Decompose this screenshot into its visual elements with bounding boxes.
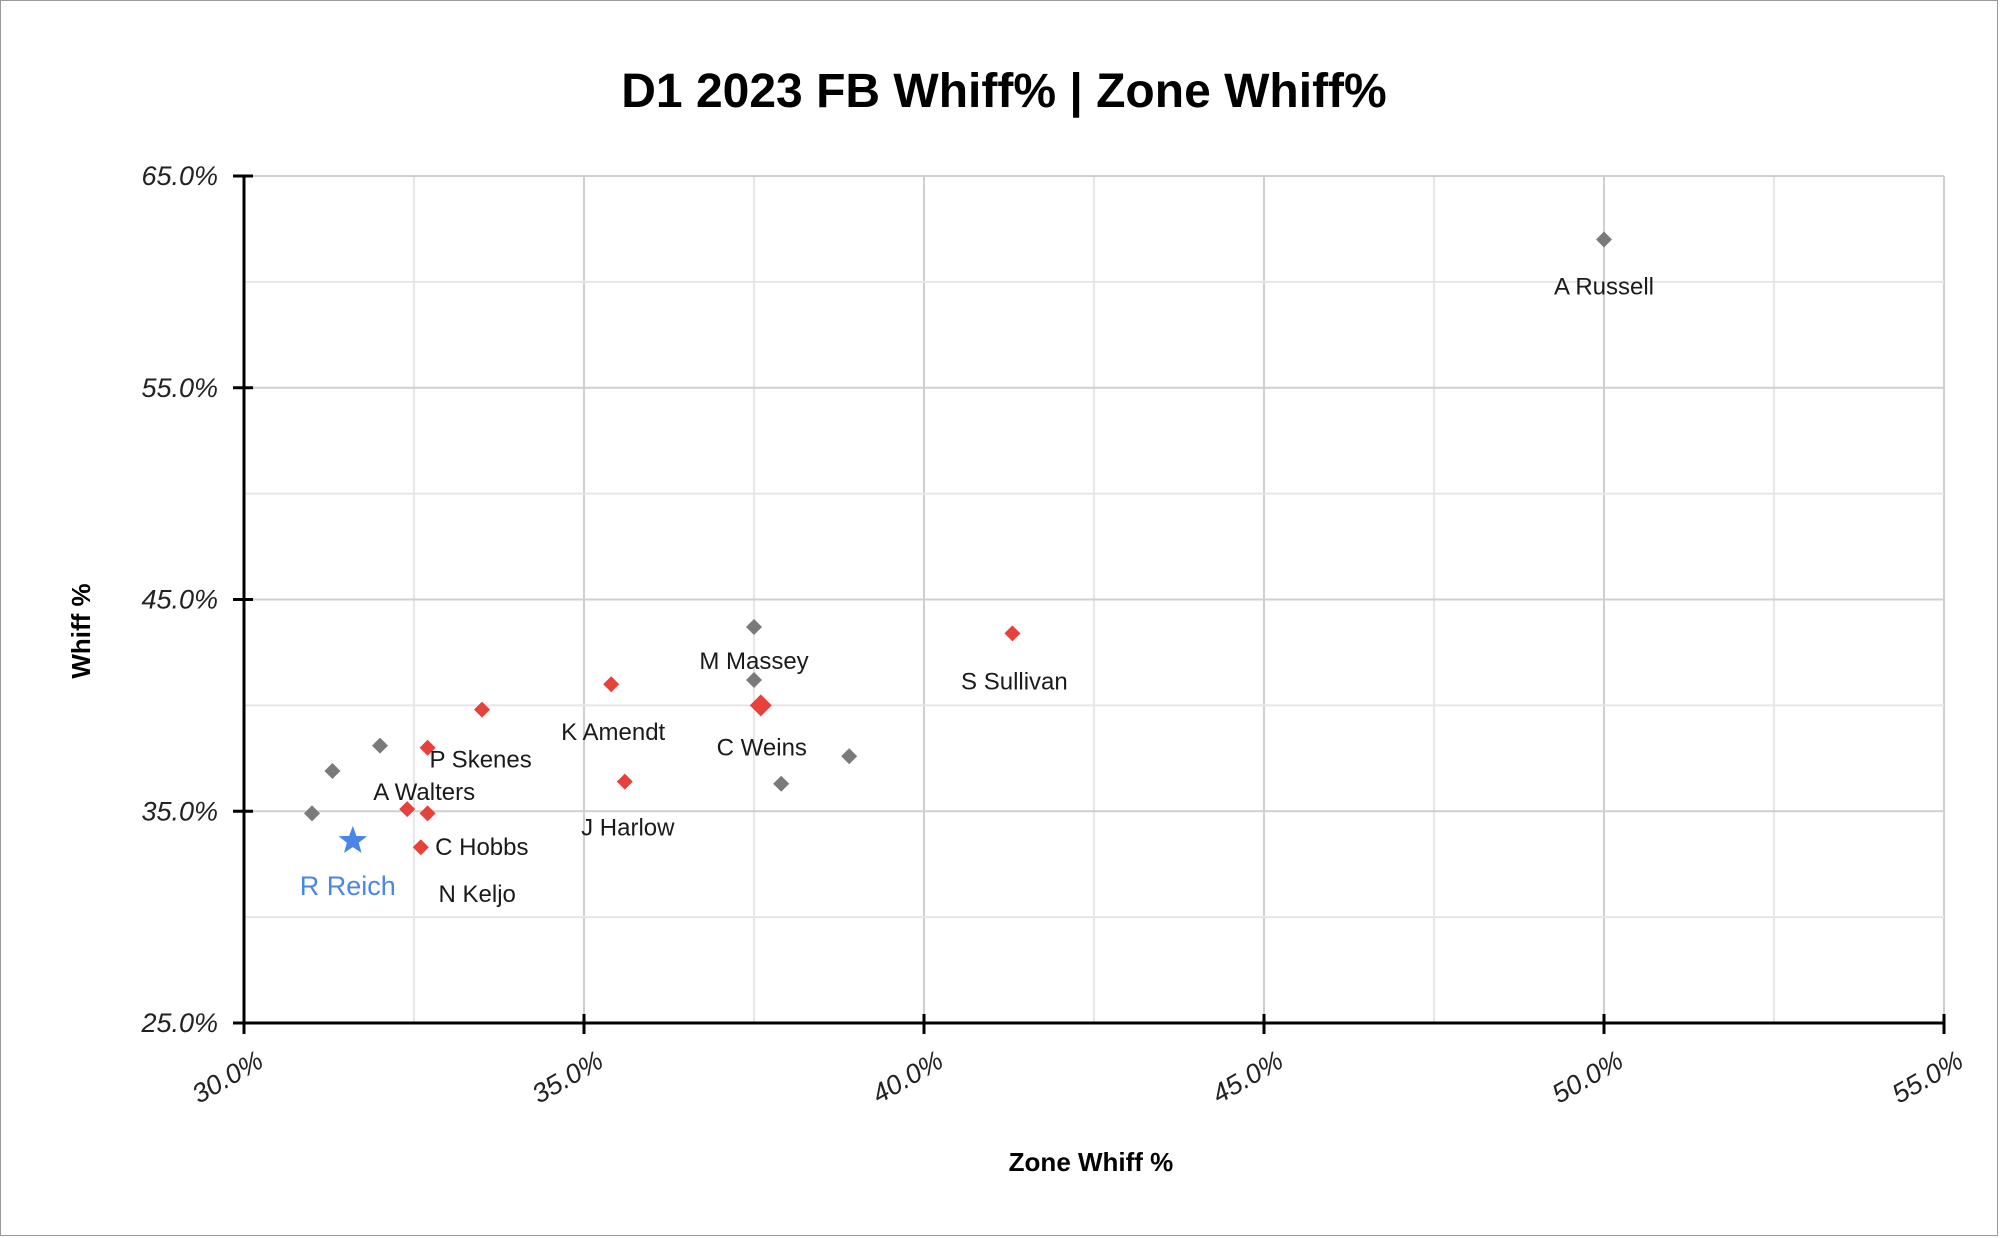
red-point-marker	[1004, 625, 1021, 642]
x-axis-title: Zone Whiff %	[1009, 1147, 1174, 1177]
gray-point-marker	[841, 748, 858, 765]
point-label: A Walters	[373, 779, 475, 806]
red-point-marker	[399, 801, 416, 818]
point-label: C Weins	[717, 734, 807, 761]
chart-title: D1 2023 FB Whiff% | Zone Whiff%	[621, 65, 1386, 118]
point-label: J Harlow	[581, 815, 675, 842]
y-tick-label: 55.0%	[141, 373, 218, 403]
red-point-marker	[603, 676, 620, 693]
point-label: C Hobbs	[435, 834, 528, 861]
gray-point-marker	[324, 763, 341, 780]
red-point-marker	[412, 839, 429, 856]
gray-point-marker	[773, 775, 790, 792]
x-tick-label: 30.0%	[187, 1045, 268, 1109]
y-tick-label: 65.0%	[141, 161, 218, 191]
x-tick-label: 45.0%	[1207, 1045, 1288, 1109]
y-axis-title: Whiff %	[66, 583, 96, 678]
gray-point-marker	[304, 805, 320, 822]
point-label: R Reich	[300, 871, 396, 901]
y-tick-label: 45.0%	[141, 585, 218, 615]
x-tick-label: 40.0%	[867, 1045, 948, 1109]
point-label: M Massey	[699, 648, 808, 675]
x-tick-label: 50.0%	[1547, 1045, 1628, 1109]
x-tick-label: 35.0%	[527, 1045, 608, 1109]
points-layer	[304, 231, 1612, 856]
red-point-marker	[749, 694, 772, 717]
gray-point-marker	[746, 671, 762, 688]
point-label: P Skenes	[429, 747, 531, 774]
point-label: S Sullivan	[961, 668, 1068, 695]
point-label: K Amendt	[561, 719, 665, 746]
red-point-marker	[419, 805, 436, 822]
red-point-marker	[419, 739, 436, 756]
x-tick-label: 55.0%	[1887, 1045, 1968, 1109]
point-label: N Keljo	[439, 881, 516, 908]
labels-layer: A Russell M Massey S Sullivan C Weins K Amen…	[300, 274, 1654, 908]
red-point-marker	[616, 773, 633, 790]
red-point-marker	[474, 701, 490, 718]
star-point-marker	[338, 825, 368, 854]
gray-point-marker	[746, 619, 762, 636]
point-label: A Russell	[1554, 274, 1654, 301]
y-tick-label: 35.0%	[141, 796, 218, 826]
y-tick-label: 25.0%	[140, 1008, 218, 1038]
gray-point-marker	[372, 737, 388, 754]
gray-point-marker	[1596, 231, 1612, 248]
